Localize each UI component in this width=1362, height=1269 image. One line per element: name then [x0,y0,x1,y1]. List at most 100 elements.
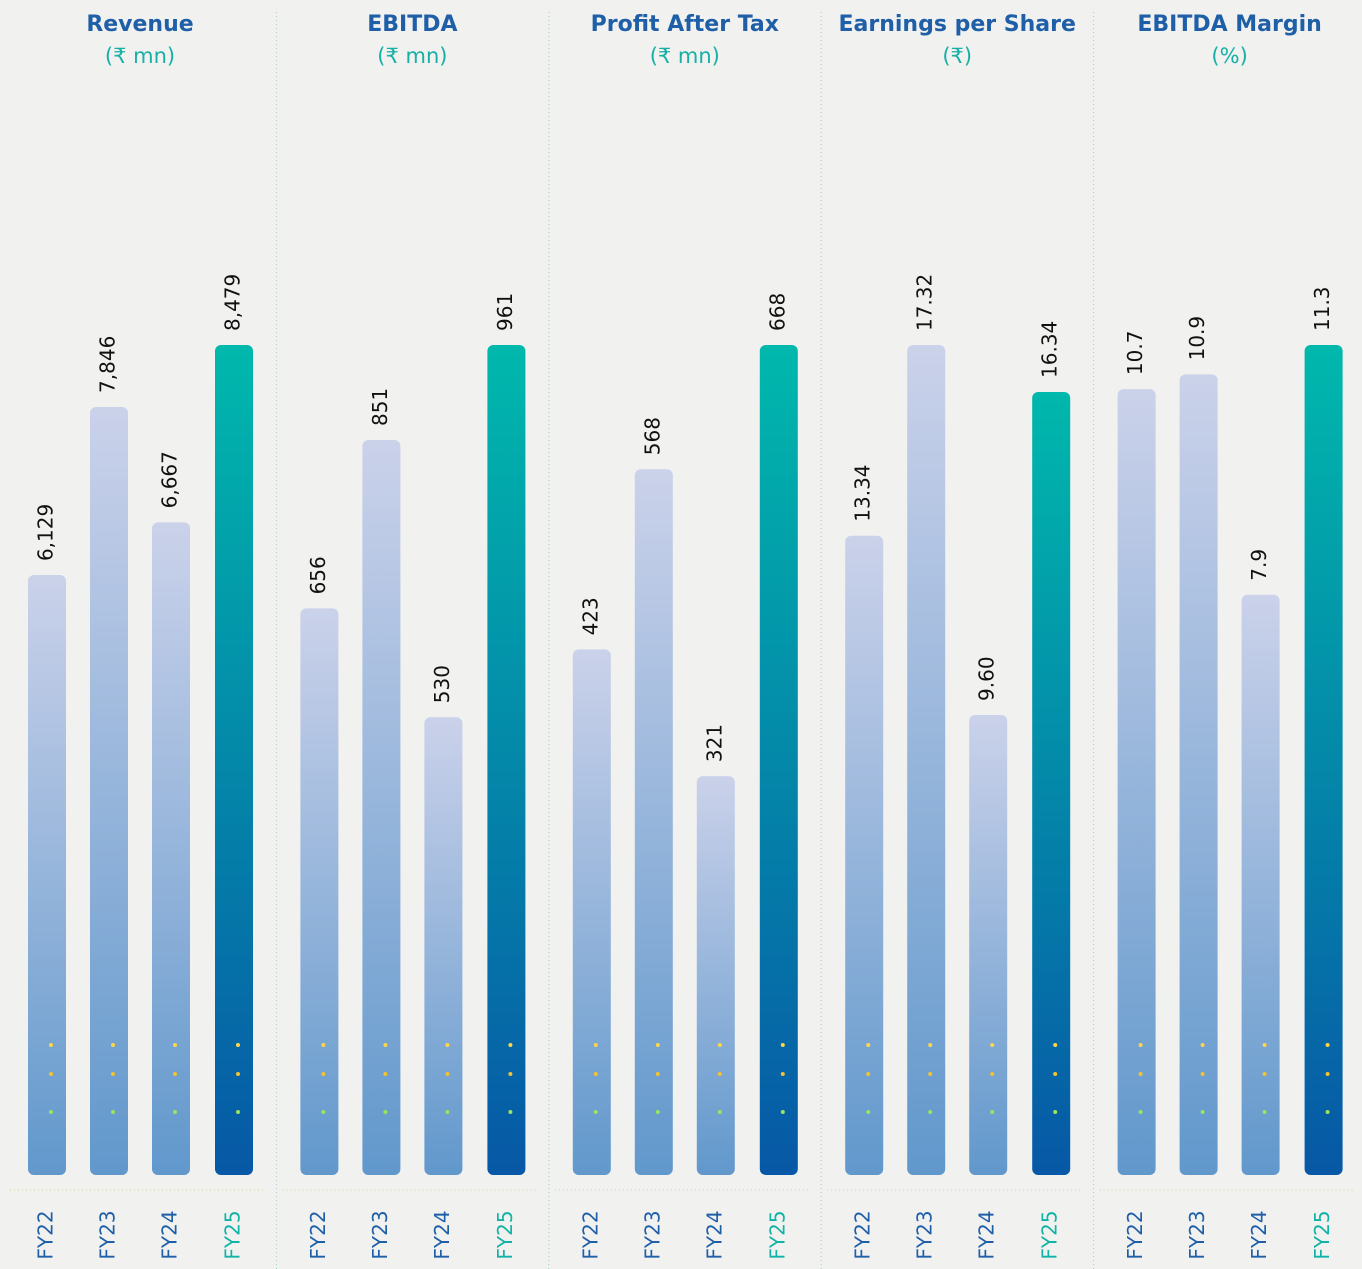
bar-decoration [656,1110,660,1114]
bar [1118,389,1156,1175]
bar [635,469,673,1175]
value-label: 7,846 [96,336,120,393]
bar-decoration [445,1043,449,1047]
bar-decoration [49,1043,53,1047]
panel-subtitle: (₹ mn) [377,44,447,68]
bar [424,717,462,1175]
bar-decoration [49,1110,53,1114]
bar-decoration [173,1072,177,1076]
category-label: FY24 [1247,1210,1271,1259]
category-label: FY24 [158,1210,182,1259]
panel-title: EBITDA [367,12,457,37]
bar-decoration [1139,1072,1143,1076]
bar-decoration [656,1072,660,1076]
bar [969,715,1007,1175]
bar-decoration [111,1110,115,1114]
value-label: 11.3 [1310,286,1334,331]
value-label: 961 [493,293,517,331]
value-label: 7.9 [1247,549,1271,581]
bar [1242,595,1280,1175]
bar-decoration [1263,1110,1267,1114]
bar-decoration [321,1072,325,1076]
bar-decoration [383,1110,387,1114]
category-label: FY22 [306,1210,330,1259]
value-label: 10.7 [1123,331,1147,376]
category-label: FY23 [913,1210,937,1259]
category-label: FY25 [221,1210,245,1259]
bar-decoration [594,1110,598,1114]
bar-decoration [1201,1043,1205,1047]
bar [1180,374,1218,1175]
bar-decoration [656,1043,660,1047]
bar-decoration [1326,1110,1330,1114]
bar-decoration [990,1110,994,1114]
bar [760,345,798,1175]
bar [362,440,400,1175]
bar-decoration [1139,1043,1143,1047]
bar-decoration [866,1072,870,1076]
bar [487,345,525,1175]
value-label: 530 [430,665,454,703]
bar-decoration [990,1043,994,1047]
bar-decoration [781,1043,785,1047]
bar-decoration [866,1110,870,1114]
bar-decoration [1053,1110,1057,1114]
category-label: FY25 [765,1210,789,1259]
panel-subtitle: (₹ mn) [650,44,720,68]
category-label: FY22 [34,1210,58,1259]
panel-subtitle: (₹ mn) [105,44,175,68]
bar [300,608,338,1175]
panel-title: Revenue [86,12,193,37]
bar-decoration [1326,1072,1330,1076]
value-label: 321 [702,724,726,762]
bar-decoration [173,1110,177,1114]
bar-decoration [1263,1043,1267,1047]
category-label: FY22 [578,1210,602,1259]
bar [907,345,945,1175]
bar-decoration [781,1072,785,1076]
category-label: FY24 [702,1210,726,1259]
bar-decoration [508,1043,512,1047]
panel-title: Profit After Tax [591,12,779,37]
value-label: 851 [368,388,392,426]
category-label: FY25 [1038,1210,1062,1259]
bar [90,407,128,1175]
bar-decoration [111,1043,115,1047]
bar-decoration [1326,1043,1330,1047]
bar-decoration [928,1072,932,1076]
category-label: FY22 [851,1210,875,1259]
value-label: 6,129 [34,504,58,561]
value-label: 656 [306,556,330,594]
bar [215,345,253,1175]
panel-subtitle: (₹) [942,44,972,68]
bar-decoration [594,1043,598,1047]
bar-decoration [781,1110,785,1114]
bar-decoration [928,1110,932,1114]
value-label: 668 [765,293,789,331]
bar [845,536,883,1175]
value-label: 16.34 [1038,321,1062,378]
value-label: 6,667 [158,451,182,508]
bar [1032,392,1070,1175]
panel-title: EBITDA Margin [1137,12,1321,37]
bar-decoration [1053,1043,1057,1047]
value-label: 13.34 [851,464,875,521]
category-label: FY23 [96,1210,120,1259]
bar-decoration [866,1043,870,1047]
category-label: FY25 [1310,1210,1334,1259]
category-label: FY23 [1185,1210,1209,1259]
bar-decoration [236,1072,240,1076]
bar-decoration [990,1072,994,1076]
bar-decoration [445,1072,449,1076]
bar [573,649,611,1175]
bar-decoration [383,1072,387,1076]
bar-decoration [1139,1110,1143,1114]
category-label: FY24 [430,1210,454,1259]
bar-decoration [1201,1110,1205,1114]
bar-decoration [1263,1072,1267,1076]
bar-decoration [49,1072,53,1076]
panel-title: Earnings per Share [838,12,1075,37]
value-label: 568 [640,417,664,455]
bar-decoration [321,1043,325,1047]
